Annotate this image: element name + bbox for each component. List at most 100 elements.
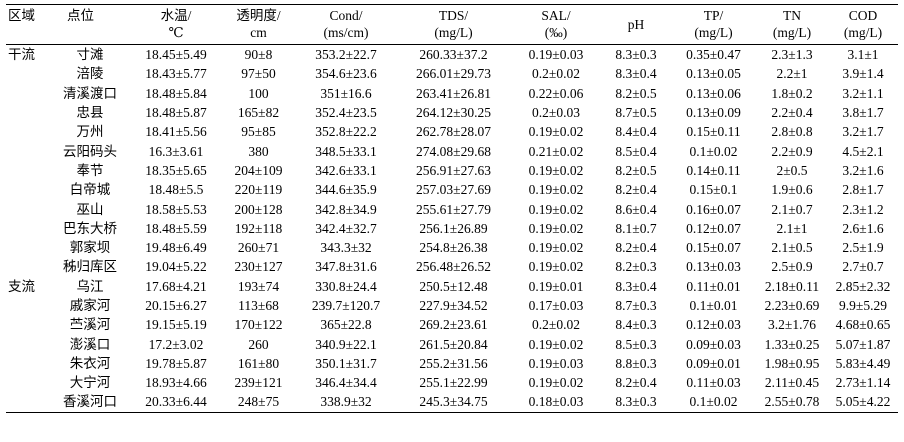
cell-site: 清溪渡口 bbox=[63, 85, 117, 101]
cell-water-temp: 18.48±5.87 bbox=[145, 105, 207, 121]
cell-site: 寸滩 bbox=[76, 47, 104, 63]
table-row: 苎溪河 19.15±5.19 170±122 365±22.8 269.2±23.61 0… bbox=[6, 315, 898, 334]
cell-region bbox=[6, 64, 49, 83]
cell-ph: 8.7±0.5 bbox=[615, 105, 657, 121]
table-row: 万州 18.41±5.56 95±85 352.8±22.2 262.78±28.07 0… bbox=[6, 122, 898, 141]
cell-tn: 2.2±0.4 bbox=[771, 105, 813, 121]
cell-ph: 8.4±0.4 bbox=[615, 124, 657, 140]
cell-sal: 0.19±0.02 bbox=[528, 162, 584, 178]
cell-tn: 2.18±0.11 bbox=[764, 278, 820, 294]
cell-cod: 2.8±1.7 bbox=[842, 182, 884, 198]
cell-tp: 0.16±0.07 bbox=[686, 201, 741, 217]
cell-sal: 0.19±0.01 bbox=[528, 278, 584, 294]
cell-water-temp: 18.58±5.53 bbox=[145, 201, 207, 217]
cell-cond: 353.2±22.7 bbox=[315, 47, 377, 63]
cell-cond: 338.9±32 bbox=[296, 392, 396, 413]
cell-region: 支流 bbox=[8, 278, 35, 294]
table-row: 朱衣河 19.78±5.87 161±80 350.1±31.7 255.2±31.56… bbox=[6, 354, 898, 373]
cell-sal: 0.19±0.02 bbox=[528, 375, 584, 391]
cell-sal: 0.19±0.02 bbox=[528, 124, 584, 140]
cell-ph: 8.2±0.4 bbox=[615, 182, 657, 198]
cell-water-temp: 19.04±5.22 bbox=[145, 259, 207, 275]
col-header-tn: TN (mg/L) bbox=[756, 4, 828, 45]
cell-tp: 0.11±0.03 bbox=[686, 375, 741, 391]
cell-region bbox=[6, 373, 49, 392]
table-row: 澎溪口 17.2±3.02 260 340.9±22.1 261.5±20.84 0.19… bbox=[6, 334, 898, 353]
cell-tds: 263.41±26.81 bbox=[416, 85, 491, 101]
cell-sal: 0.19±0.02 bbox=[528, 259, 584, 275]
cell-cond: 365±22.8 bbox=[320, 317, 372, 333]
cell-site: 香溪河口 bbox=[49, 392, 131, 413]
cell-region bbox=[6, 84, 49, 103]
cell-site: 巴东大桥 bbox=[63, 220, 117, 236]
cell-sal: 0.19±0.03 bbox=[528, 47, 584, 63]
cell-tds: 255.61±27.79 bbox=[416, 201, 491, 217]
cell-ph: 8.2±0.3 bbox=[615, 259, 657, 275]
cell-region bbox=[6, 334, 49, 353]
cell-tn: 2.2±1 bbox=[776, 66, 808, 82]
cell-tp: 0.1±0.01 bbox=[689, 298, 738, 313]
cell-tds: 266.01±29.73 bbox=[416, 66, 491, 82]
cell-tds: 264.12±30.25 bbox=[416, 105, 491, 121]
cell-tn: 1.9±0.6 bbox=[771, 182, 813, 198]
cell-site: 忠县 bbox=[76, 105, 104, 121]
cell-tp: 0.09±0.01 bbox=[686, 355, 741, 371]
cell-cond: 343.3±32 bbox=[320, 240, 372, 256]
cell-water-temp: 18.93±4.66 bbox=[145, 375, 207, 391]
cell-site: 大宁河 bbox=[69, 375, 111, 391]
cell-region bbox=[6, 180, 49, 199]
water-quality-table: 区域 点位 水温/℃ 透明度/cm Cond/(ms/cm) TDS/(mg/L… bbox=[6, 4, 898, 413]
cell-water-temp: 18.41±5.56 bbox=[145, 124, 207, 140]
table-row: 巴东大桥 18.48±5.59 192±118 342.4±32.7 256.1±26.… bbox=[6, 219, 898, 238]
cell-cod: 2.5±1.9 bbox=[842, 240, 884, 256]
cell-sal: 0.21±0.02 bbox=[528, 143, 584, 159]
cell-transparency: 113±68 bbox=[238, 298, 279, 313]
cell-region bbox=[6, 392, 49, 413]
cell-sal: 0.18±0.03 bbox=[511, 392, 601, 413]
cell-tp: 0.1±0.02 bbox=[671, 392, 756, 413]
cell-region bbox=[6, 354, 49, 373]
cell-tds: 257.03±27.69 bbox=[416, 182, 491, 198]
cell-tds: 262.78±28.07 bbox=[416, 124, 491, 140]
cell-cond: 342.8±34.9 bbox=[315, 201, 377, 217]
cell-cond: 352.4±23.5 bbox=[315, 105, 377, 121]
cell-cod: 3.9±1.4 bbox=[842, 66, 884, 82]
cell-tn: 2.8±0.8 bbox=[771, 124, 813, 140]
col-header-sal: SAL/(‰) bbox=[511, 4, 601, 45]
cell-tp: 0.12±0.07 bbox=[686, 220, 741, 236]
cell-tp: 0.15±0.1 bbox=[689, 182, 738, 198]
cell-cod: 9.9±5.29 bbox=[839, 298, 887, 313]
cell-water-temp: 18.43±5.77 bbox=[145, 66, 207, 82]
table-row: 白帝城 18.48±5.5 220±119 344.6±35.9 257.03±27.6… bbox=[6, 180, 898, 199]
cell-region bbox=[6, 141, 49, 160]
cell-sal: 0.22±0.06 bbox=[528, 85, 584, 101]
cell-site: 朱衣河 bbox=[69, 355, 111, 371]
cell-sal: 0.17±0.03 bbox=[528, 298, 584, 313]
cell-sal: 0.19±0.02 bbox=[528, 336, 584, 352]
cell-cond: 346.4±34.4 bbox=[315, 375, 377, 391]
cell-tds: 255.2±31.56 bbox=[419, 355, 488, 371]
cell-site: 澎溪口 bbox=[69, 336, 111, 352]
cell-site: 秭归库区 bbox=[63, 259, 117, 275]
cell-sal: 0.2±0.02 bbox=[532, 317, 580, 333]
cell-tn: 1.98±0.95 bbox=[764, 355, 820, 371]
cell-region bbox=[6, 122, 49, 141]
cell-water-temp: 19.78±5.87 bbox=[145, 355, 207, 371]
cell-tp: 0.13±0.06 bbox=[686, 85, 741, 101]
cell-water-temp: 18.48±5.84 bbox=[145, 85, 207, 101]
cell-cond: 342.6±33.1 bbox=[315, 162, 377, 178]
col-header-region: 区域 bbox=[6, 4, 49, 45]
cell-cod: 3.2±1.7 bbox=[842, 124, 884, 140]
cell-tp: 0.09±0.03 bbox=[686, 336, 741, 352]
table-row: 清溪渡口 18.48±5.84 100 351±16.6 263.41±26.81 0.2… bbox=[6, 84, 898, 103]
cell-tds: 254.8±26.38 bbox=[419, 240, 488, 256]
table-body: 干流 寸滩 18.45±5.49 90±8 353.2±22.7 260.33±37.2 0… bbox=[6, 45, 898, 413]
cell-transparency: 239±121 bbox=[234, 375, 283, 391]
cell-site: 苎溪河 bbox=[69, 317, 111, 333]
table-row: 秭归库区 19.04±5.22 230±127 347.8±31.6 256.48±26… bbox=[6, 257, 898, 276]
cell-cod: 5.05±4.22 bbox=[828, 392, 898, 413]
cell-transparency: 260±71 bbox=[237, 240, 280, 256]
cell-tp: 0.12±0.03 bbox=[686, 317, 741, 333]
cell-transparency: 260 bbox=[248, 336, 269, 352]
cell-water-temp: 18.35±5.65 bbox=[145, 162, 207, 178]
